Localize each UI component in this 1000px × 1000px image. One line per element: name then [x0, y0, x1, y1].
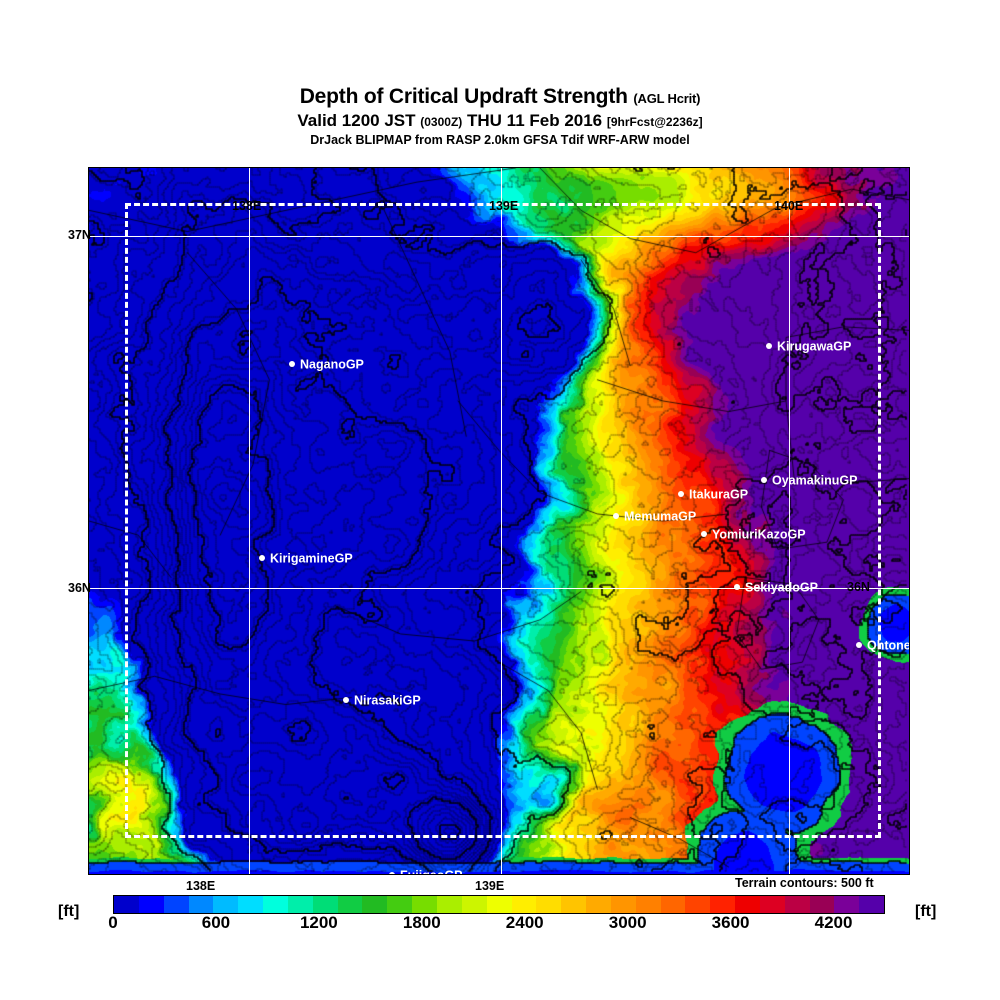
colorbar-band-14 [461, 896, 487, 913]
colorbar-tick-2400: 2400 [505, 913, 544, 932]
colorbar-gradient [113, 895, 885, 914]
colorbar-band-27 [784, 896, 810, 913]
axis-label-139E: 139E [475, 879, 505, 893]
title-block: Depth of Critical Updraft Strength (AGL … [0, 86, 1000, 148]
colorbar-band-10 [362, 896, 388, 913]
colorbar-band-11 [387, 896, 413, 913]
colorbar-band-22 [660, 896, 686, 913]
colorbar-band-8 [312, 896, 338, 913]
colorbar-band-21 [635, 896, 661, 913]
colorbar-band-28 [809, 896, 835, 913]
colorbar-tick-labels: 0 600 1200 1800 2400 3000 3600 4200 [108, 913, 885, 935]
colorbar-unit-right: [ft] [915, 903, 937, 920]
colorbar-band-12 [412, 896, 437, 913]
colorbar-band-26 [759, 896, 785, 913]
map-panel[interactable]: 138E 139E 140E 36N NaganoGP KirigamineGP Niras… [88, 167, 910, 875]
colorbar-band-24 [710, 896, 736, 913]
page-title: Depth of Critical Updraft Strength (AGL … [0, 86, 1000, 110]
colorbar-unit-left: [ft] [58, 903, 80, 920]
valid-date: THU 11 Feb 2016 [467, 111, 603, 130]
axis-label-138E: 138E [186, 879, 216, 893]
colorbar-tick-0: 0 [108, 913, 118, 932]
axis-label-37N: 37N [68, 228, 91, 242]
title-main-suffix: (AGL Hcrit) [633, 91, 701, 106]
colorbar-band-16 [511, 896, 537, 913]
colorbar-band-19 [586, 896, 611, 913]
valid-time-line: Valid 1200 JST (0300Z) THU 11 Feb 2016 [… [0, 111, 1000, 132]
colorbar-tick-3600: 3600 [711, 913, 750, 932]
colorbar-band-23 [685, 896, 711, 913]
colorbar-tick-3000: 3000 [608, 913, 647, 932]
colorbar-band-6 [263, 896, 288, 913]
colorbar-band-15 [486, 896, 512, 913]
colorbar-band-9 [337, 896, 363, 913]
terrain-contour-note: Terrain contours: 500 ft [735, 876, 874, 890]
colorbar-band-30 [859, 896, 885, 913]
colorbar-band-29 [834, 896, 860, 913]
title-main: Depth of Critical Updraft Strength [299, 85, 628, 108]
colorbar-band-2 [163, 896, 189, 913]
colorbar-band-18 [561, 896, 587, 913]
colorbar-band-20 [610, 896, 636, 913]
colorbar-band-4 [213, 896, 239, 913]
colorbar-tick-1800: 1800 [402, 913, 441, 932]
colorbar-tick-4200: 4200 [814, 913, 853, 932]
forecast-tag: [9hrFcst@2236z] [606, 115, 703, 129]
colorbar-band-25 [735, 896, 760, 913]
colorbar-tick-600: 600 [201, 913, 231, 932]
valid-utc: (0300Z) [420, 115, 463, 129]
colorbar-band-13 [436, 896, 462, 913]
colorbar-band-17 [536, 896, 562, 913]
colorbar-tick-1200: 1200 [299, 913, 338, 932]
colorbar-band-0 [114, 896, 139, 913]
colorbar[interactable] [113, 895, 885, 914]
colorbar-band-7 [287, 896, 313, 913]
colorbar-band-3 [188, 896, 214, 913]
weather-raster-canvas [89, 168, 909, 874]
colorbar-band-1 [138, 896, 164, 913]
axis-label-36N: 36N [68, 581, 91, 595]
model-source-line: DrJack BLIPMAP from RASP 2.0km GFSA Tdif… [310, 133, 690, 147]
colorbar-band-5 [238, 896, 264, 913]
valid-prefix: Valid 1200 JST [297, 111, 416, 130]
